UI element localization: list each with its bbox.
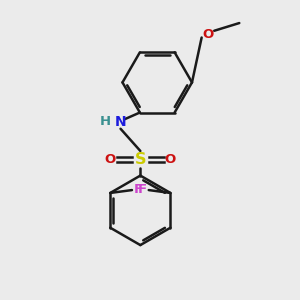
Text: S: S bbox=[135, 152, 146, 167]
Text: F: F bbox=[138, 183, 147, 196]
Text: H: H bbox=[100, 115, 111, 128]
Text: O: O bbox=[202, 28, 214, 41]
Text: O: O bbox=[105, 153, 116, 166]
Text: N: N bbox=[115, 116, 127, 130]
Text: O: O bbox=[165, 153, 176, 166]
Text: F: F bbox=[134, 183, 143, 196]
